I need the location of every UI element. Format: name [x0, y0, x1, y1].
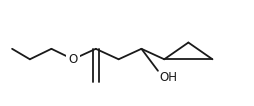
Text: O: O: [68, 53, 77, 66]
Text: O: O: [68, 53, 77, 66]
Text: OH: OH: [159, 71, 177, 84]
